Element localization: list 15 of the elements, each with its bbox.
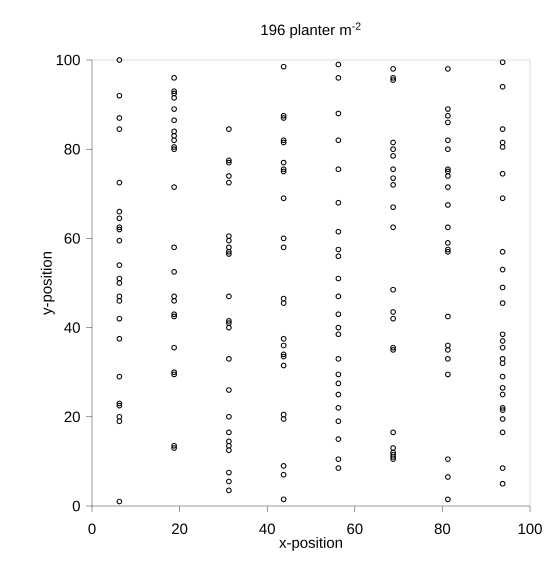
x-tick-label: 60 bbox=[347, 524, 363, 534]
x-axis-title: x-position bbox=[279, 536, 342, 551]
y-tick-label: 100 bbox=[56, 54, 80, 66]
x-tick-label: 80 bbox=[434, 524, 450, 534]
x-tick-label: 0 bbox=[88, 524, 96, 534]
y-axis-title: y-position bbox=[40, 252, 55, 315]
chart-title: 196 planter m$^{-2}$ bbox=[262, 22, 361, 38]
y-tick-label: 80 bbox=[64, 144, 80, 154]
y-tick-label: 40 bbox=[64, 322, 80, 333]
y-tick-label: 0 bbox=[72, 500, 80, 512]
x-tick-label: 100 bbox=[518, 524, 542, 534]
x-tick-label: 20 bbox=[172, 524, 188, 534]
y-tick-label: 60 bbox=[64, 233, 80, 244]
x-tick-label: 40 bbox=[259, 524, 275, 534]
y-tick-label: 20 bbox=[64, 412, 80, 422]
